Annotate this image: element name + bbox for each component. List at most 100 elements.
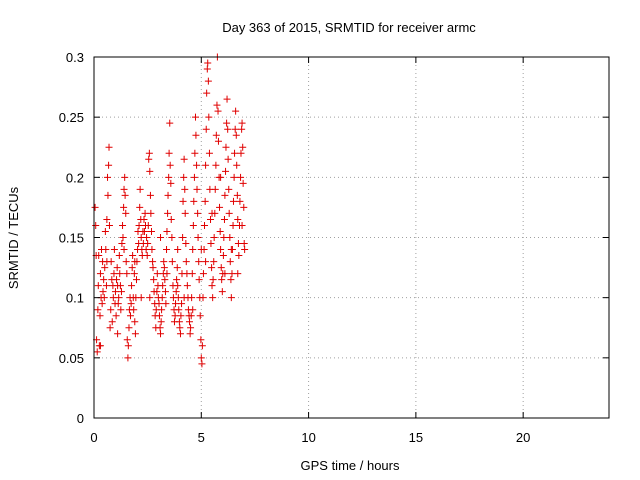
data-point xyxy=(165,173,173,181)
data-point xyxy=(119,234,127,241)
data-point xyxy=(181,185,189,193)
data-point xyxy=(105,221,113,229)
data-point xyxy=(131,330,139,338)
data-point xyxy=(191,149,199,157)
data-point xyxy=(115,252,123,260)
data-point xyxy=(144,240,152,248)
data-point xyxy=(104,173,112,181)
data-point xyxy=(204,59,212,67)
data-point xyxy=(136,203,144,211)
data-point xyxy=(153,270,161,278)
data-point xyxy=(213,101,221,109)
data-point xyxy=(159,282,167,290)
x-tick-label: 20 xyxy=(516,430,530,445)
data-point xyxy=(155,300,163,308)
data-point xyxy=(174,246,182,254)
data-point xyxy=(196,312,204,320)
data-point xyxy=(225,209,233,217)
data-point xyxy=(180,173,188,181)
data-point xyxy=(128,282,136,290)
data-point xyxy=(185,318,193,326)
data-point xyxy=(91,203,99,211)
data-point xyxy=(130,306,138,314)
data-point xyxy=(197,336,205,344)
data-point xyxy=(146,294,154,302)
data-point xyxy=(232,107,240,115)
data-point xyxy=(236,197,244,205)
data-point xyxy=(160,258,168,266)
data-point xyxy=(231,149,239,157)
data-point xyxy=(203,89,211,97)
data-point xyxy=(180,155,188,163)
chart-title: Day 363 of 2015, SRMTID for receiver arm… xyxy=(222,20,476,35)
data-point xyxy=(237,149,245,157)
x-axis-label: GPS time / hours xyxy=(301,458,400,473)
data-point xyxy=(168,234,176,241)
data-point xyxy=(225,185,233,193)
data-point xyxy=(205,149,213,157)
data-point xyxy=(116,270,124,278)
data-point xyxy=(240,240,248,248)
data-point xyxy=(155,312,163,320)
data-point xyxy=(111,288,119,296)
data-point xyxy=(98,300,106,308)
data-point xyxy=(221,191,229,199)
data-point xyxy=(143,234,151,241)
data-point xyxy=(132,276,140,284)
data-point xyxy=(121,173,129,181)
data-point xyxy=(120,185,128,193)
data-point xyxy=(223,119,231,127)
data-point xyxy=(118,240,126,248)
data-point xyxy=(232,131,240,139)
x-tick-label: 10 xyxy=(301,430,315,445)
data-point xyxy=(195,276,203,284)
data-point xyxy=(106,324,114,332)
data-point xyxy=(122,209,130,217)
data-point xyxy=(182,240,190,248)
data-point xyxy=(179,197,187,205)
data-point xyxy=(180,294,188,302)
data-point xyxy=(237,173,245,181)
data-point xyxy=(238,221,246,229)
y-axis: 0 0.05 0.1 0.15 0.2 0.25 0.3 xyxy=(59,50,609,426)
data-point xyxy=(161,276,169,284)
data-point xyxy=(233,161,241,169)
data-point xyxy=(116,282,124,290)
data-point xyxy=(179,234,187,241)
data-point xyxy=(197,246,205,254)
data-point xyxy=(218,276,226,284)
data-point xyxy=(113,264,121,272)
data-point xyxy=(241,246,249,254)
data-point xyxy=(117,288,125,296)
data-point xyxy=(176,330,184,338)
data-point xyxy=(167,215,175,223)
data-point xyxy=(208,209,216,217)
data-point xyxy=(187,324,195,332)
data-point xyxy=(194,234,202,241)
data-point xyxy=(227,294,235,302)
data-point xyxy=(175,318,183,326)
data-point xyxy=(157,234,165,241)
data-point xyxy=(123,270,131,278)
data-point xyxy=(182,258,190,266)
data-point xyxy=(231,125,239,133)
data-point xyxy=(121,191,129,199)
data-point xyxy=(120,246,128,254)
data-point xyxy=(211,185,219,193)
data-point xyxy=(210,258,218,266)
data-point xyxy=(93,348,101,356)
data-point xyxy=(105,143,113,151)
data-point xyxy=(199,294,207,302)
data-point xyxy=(214,137,222,145)
data-point xyxy=(103,258,111,266)
data-point xyxy=(163,246,171,254)
data-point xyxy=(114,300,122,308)
data-point xyxy=(164,209,172,217)
data-point xyxy=(148,227,156,235)
data-point xyxy=(219,252,227,260)
data-point xyxy=(94,282,102,290)
data-point xyxy=(156,324,164,332)
data-point xyxy=(190,197,198,205)
data-point xyxy=(167,179,175,187)
data-point xyxy=(234,215,242,223)
